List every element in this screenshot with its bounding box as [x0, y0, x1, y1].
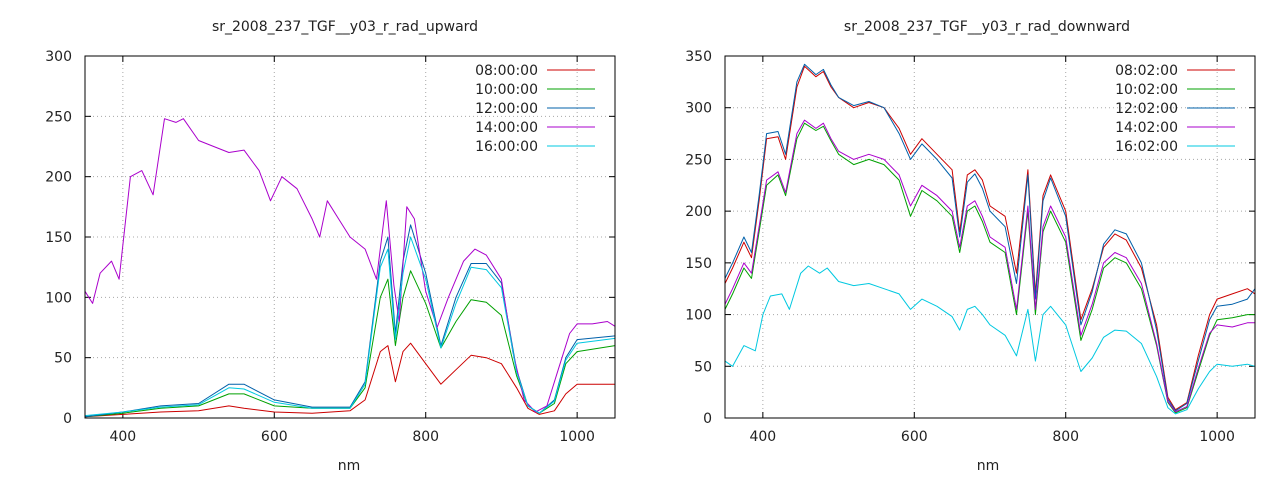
upward-chart: sr_2008_237_TGF__y03_r_rad_upward nm 400… [45, 19, 616, 474]
legend-label: 16:02:00 [1115, 139, 1178, 155]
axes: 400 600 800 1000 0 50 100 150 200 250 300 [45, 49, 615, 445]
y-tick-label: 150 [45, 230, 72, 246]
x-tick-label: 400 [749, 429, 776, 445]
y-tick-label: 350 [685, 49, 712, 65]
chart-title: sr_2008_237_TGF__y03_r_rad_downward [844, 19, 1130, 35]
legend-item: 08:00:00 [475, 63, 595, 79]
plot-area [724, 63, 1256, 415]
series-line-08-02-00 [724, 65, 1256, 411]
series-line-10-00-00 [84, 270, 616, 418]
series-line-14-00-00 [84, 118, 616, 413]
series-line-16-00-00 [84, 236, 616, 417]
x-tick-label: 400 [109, 429, 136, 445]
chart-title: sr_2008_237_TGF__y03_r_rad_upward [212, 19, 478, 35]
legend-item: 14:02:00 [1115, 120, 1235, 136]
legend-item: 10:02:00 [1115, 82, 1235, 98]
y-tick-label: 0 [703, 411, 712, 427]
legend-label: 12:02:00 [1115, 101, 1178, 117]
legend-item: 14:00:00 [475, 120, 595, 136]
series-line-16-02-00 [724, 265, 1256, 415]
legend-label: 08:02:00 [1115, 63, 1178, 79]
plot-area [84, 118, 616, 418]
legend-item: 16:00:00 [475, 139, 595, 155]
legend-item: 08:02:00 [1115, 63, 1235, 79]
legend-label: 10:02:00 [1115, 82, 1178, 98]
x-tick-label: 600 [901, 429, 928, 445]
series-line-14-02-00 [724, 119, 1255, 413]
legend: 08:00:00 10:00:00 12:00:00 14:00:00 16:00:00 [475, 63, 595, 155]
x-tick-label: 800 [1052, 429, 1079, 445]
x-tick-label: 800 [412, 429, 439, 445]
y-tick-label: 100 [45, 290, 72, 306]
plot-frame [724, 55, 1256, 419]
legend-label: 10:00:00 [475, 82, 538, 98]
grid [725, 56, 1255, 418]
legend-item: 12:02:00 [1115, 101, 1235, 117]
series-line-10-02-00 [724, 122, 1255, 414]
legend-label: 14:02:00 [1115, 120, 1178, 136]
y-tick-label: 300 [45, 49, 72, 65]
x-axis-label: nm [977, 458, 1000, 474]
legend-label: 12:00:00 [475, 101, 538, 117]
y-tick-label: 50 [54, 351, 72, 367]
y-tick-label: 0 [63, 411, 72, 427]
legend-label: 08:00:00 [475, 63, 538, 79]
y-tick-label: 200 [685, 204, 712, 220]
legend-item: 16:02:00 [1115, 139, 1235, 155]
series-line-12-00-00 [84, 224, 616, 418]
x-tick-label: 1000 [559, 429, 595, 445]
plot-frame [84, 55, 616, 419]
legend-label: 16:00:00 [475, 139, 538, 155]
x-tick-label: 1000 [1199, 429, 1235, 445]
y-tick-label: 200 [45, 170, 72, 186]
y-tick-label: 150 [685, 256, 712, 272]
y-tick-label: 50 [694, 359, 712, 375]
legend-label: 14:00:00 [475, 120, 538, 136]
series-line-08-00-00 [84, 342, 615, 418]
legend-item: 12:00:00 [475, 101, 595, 117]
downward-chart: sr_2008_237_TGF__y03_r_rad_downward nm 4… [685, 19, 1256, 474]
legend: 08:02:00 10:02:00 12:02:00 14:02:00 16:02:00 [1115, 63, 1235, 155]
x-tick-label: 600 [261, 429, 288, 445]
y-tick-label: 300 [685, 101, 712, 117]
y-tick-label: 100 [685, 308, 712, 324]
y-tick-label: 250 [45, 109, 72, 125]
x-axis-label: nm [338, 458, 361, 474]
series-line-12-02-00 [724, 63, 1256, 412]
y-tick-label: 250 [685, 152, 712, 168]
axes: 400 600 800 1000 0 50 100 150 200 250 300 350 [685, 49, 1255, 445]
legend-item: 10:00:00 [475, 82, 595, 98]
